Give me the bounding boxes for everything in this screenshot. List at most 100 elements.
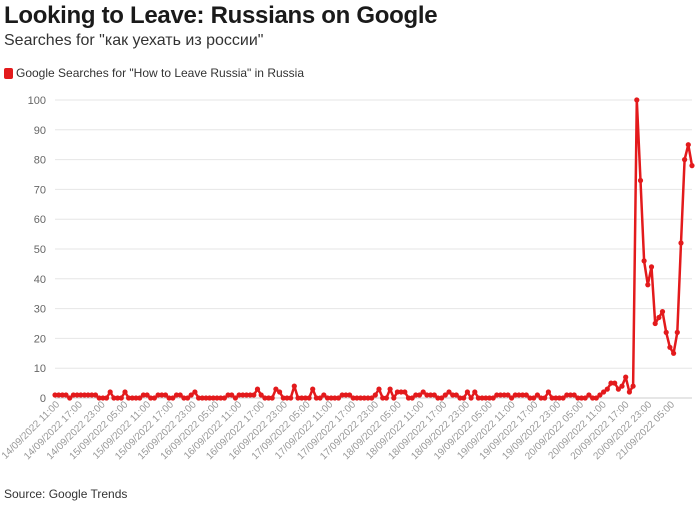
data-point[interactable] <box>350 395 356 401</box>
data-point[interactable] <box>586 392 592 398</box>
data-point[interactable] <box>637 177 644 184</box>
data-point[interactable] <box>299 395 305 401</box>
data-point[interactable] <box>361 395 367 401</box>
data-point[interactable] <box>63 392 69 398</box>
data-point[interactable] <box>648 264 655 270</box>
data-point[interactable] <box>678 240 684 246</box>
data-point[interactable] <box>623 374 629 380</box>
data-point[interactable] <box>615 386 622 392</box>
data-point[interactable] <box>118 395 124 401</box>
data-point[interactable] <box>464 389 470 395</box>
data-point[interactable] <box>151 395 157 401</box>
data-point[interactable] <box>376 386 382 392</box>
data-point[interactable] <box>527 395 533 401</box>
data-point[interactable] <box>115 395 121 401</box>
data-point[interactable] <box>70 392 76 398</box>
data-point[interactable] <box>575 395 581 401</box>
data-point[interactable] <box>317 395 323 401</box>
data-point[interactable] <box>424 392 430 398</box>
data-point[interactable] <box>545 389 552 395</box>
data-point[interactable] <box>674 329 680 335</box>
data-point[interactable] <box>652 320 658 327</box>
data-point[interactable] <box>685 142 691 148</box>
data-point[interactable] <box>516 392 522 398</box>
data-point[interactable] <box>534 392 541 398</box>
data-point[interactable] <box>258 392 264 398</box>
data-point[interactable] <box>218 395 224 401</box>
data-point[interactable] <box>96 395 102 401</box>
data-point[interactable] <box>531 395 537 401</box>
data-point[interactable] <box>159 392 165 398</box>
data-point[interactable] <box>483 395 489 401</box>
data-point[interactable] <box>601 389 607 395</box>
data-point[interactable] <box>122 389 128 395</box>
data-point[interactable] <box>442 392 448 398</box>
data-point[interactable] <box>523 392 529 398</box>
data-point[interactable] <box>560 395 566 401</box>
data-point[interactable] <box>501 392 507 398</box>
data-point[interactable] <box>140 392 146 398</box>
data-point[interactable] <box>450 392 456 398</box>
data-point[interactable] <box>155 392 161 398</box>
data-point[interactable] <box>166 395 172 401</box>
data-point[interactable] <box>196 395 202 401</box>
data-point[interactable] <box>107 389 113 395</box>
data-point[interactable] <box>387 386 393 392</box>
data-point[interactable] <box>192 389 198 395</box>
data-point[interactable] <box>398 389 404 395</box>
data-point[interactable] <box>181 395 187 401</box>
data-point[interactable] <box>383 395 389 401</box>
data-point[interactable] <box>405 395 412 401</box>
legend[interactable]: Google Searches for "How to Leave Russia… <box>4 66 304 80</box>
data-point[interactable] <box>240 392 246 398</box>
data-point[interactable] <box>520 392 526 398</box>
data-point[interactable] <box>339 392 345 398</box>
data-point[interactable] <box>619 383 625 389</box>
data-point[interactable] <box>103 395 110 401</box>
data-point[interactable] <box>74 392 80 398</box>
data-point[interactable] <box>509 395 515 401</box>
data-point[interactable] <box>358 395 364 401</box>
data-point[interactable] <box>497 392 504 398</box>
data-point[interactable] <box>321 392 327 398</box>
data-point[interactable] <box>608 380 614 386</box>
data-point[interactable] <box>391 395 397 401</box>
data-point[interactable] <box>372 392 378 398</box>
data-point[interactable] <box>689 163 695 169</box>
data-point[interactable] <box>129 395 135 401</box>
data-point[interactable] <box>505 392 511 398</box>
data-point[interactable] <box>173 392 180 398</box>
data-point[interactable] <box>578 395 585 401</box>
data-point[interactable] <box>671 350 677 356</box>
data-point[interactable] <box>313 395 319 401</box>
data-point[interactable] <box>567 392 574 398</box>
data-point[interactable] <box>571 392 577 398</box>
data-point[interactable] <box>453 392 459 398</box>
data-point[interactable] <box>409 395 415 401</box>
data-point[interactable] <box>324 395 331 401</box>
data-point[interactable] <box>243 392 250 398</box>
data-point[interactable] <box>251 392 257 398</box>
data-point[interactable] <box>553 395 559 401</box>
data-point[interactable] <box>538 395 544 401</box>
data-point[interactable] <box>225 392 231 398</box>
data-point[interactable] <box>428 392 434 398</box>
data-point[interactable] <box>582 395 588 401</box>
data-point[interactable] <box>295 395 301 401</box>
data-point[interactable] <box>369 395 375 401</box>
data-point[interactable] <box>439 395 445 401</box>
data-point[interactable] <box>207 395 213 401</box>
data-point[interactable] <box>564 392 570 398</box>
data-point[interactable] <box>232 395 238 401</box>
data-point[interactable] <box>52 392 58 398</box>
data-point[interactable] <box>85 392 91 398</box>
data-point[interactable] <box>273 386 279 392</box>
data-point[interactable] <box>354 395 360 401</box>
data-point[interactable] <box>266 395 272 401</box>
data-point[interactable] <box>431 392 437 398</box>
data-point[interactable] <box>100 395 106 401</box>
data-point[interactable] <box>269 395 275 401</box>
data-point[interactable] <box>247 392 253 398</box>
data-point[interactable] <box>137 395 143 401</box>
data-point[interactable] <box>332 395 338 401</box>
